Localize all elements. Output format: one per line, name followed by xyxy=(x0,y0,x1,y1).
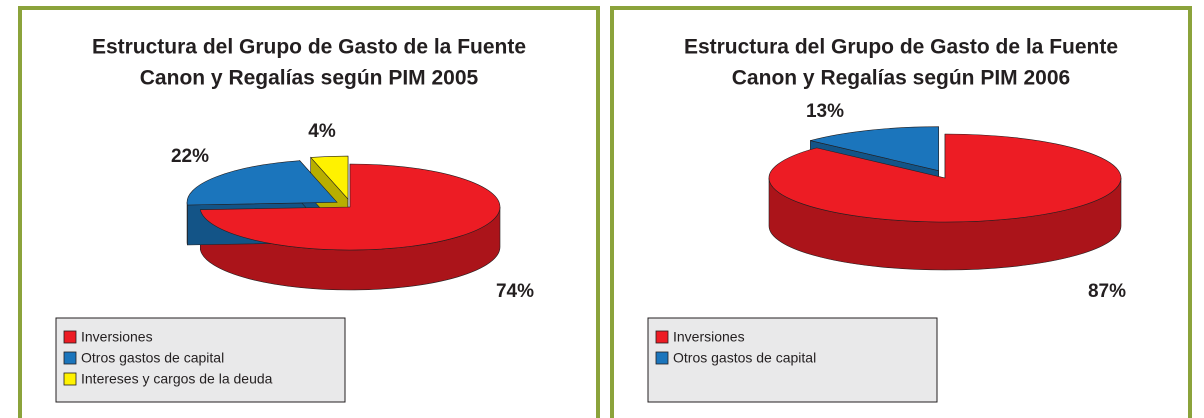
data-label: 4% xyxy=(308,121,336,142)
legend-swatch xyxy=(63,351,77,365)
pie-slice xyxy=(186,160,338,206)
legend-label: Otros gastos de capital xyxy=(673,350,816,366)
legend-box xyxy=(647,317,938,403)
chart-title: Canon y Regalías según PIM 2006 xyxy=(732,67,1070,90)
legend-swatch xyxy=(655,330,669,344)
data-label: 13% xyxy=(806,101,844,122)
legend-label: Otros gastos de capital xyxy=(81,350,224,366)
legend-label: Inversiones xyxy=(81,329,153,345)
legend-swatch xyxy=(655,351,669,365)
data-label: 22% xyxy=(171,146,209,167)
legend-swatch xyxy=(63,372,77,386)
pie-slice xyxy=(810,126,939,172)
pie-slice xyxy=(768,133,1122,223)
legend-swatch xyxy=(63,330,77,344)
data-label: 87% xyxy=(1088,281,1126,302)
pie-slice xyxy=(310,155,349,200)
chart-title: Canon y Regalías según PIM 2005 xyxy=(140,67,479,90)
legend-box xyxy=(55,317,346,403)
data-label: 74% xyxy=(496,281,534,302)
chart-title: Estructura del Grupo de Gasto de la Fuen… xyxy=(92,36,526,59)
legend-label: Inversiones xyxy=(673,329,745,345)
chart-title: Estructura del Grupo de Gasto de la Fuen… xyxy=(684,36,1118,59)
pie-slice xyxy=(199,163,501,251)
legend-label: Intereses y cargos de la deuda xyxy=(81,371,273,387)
